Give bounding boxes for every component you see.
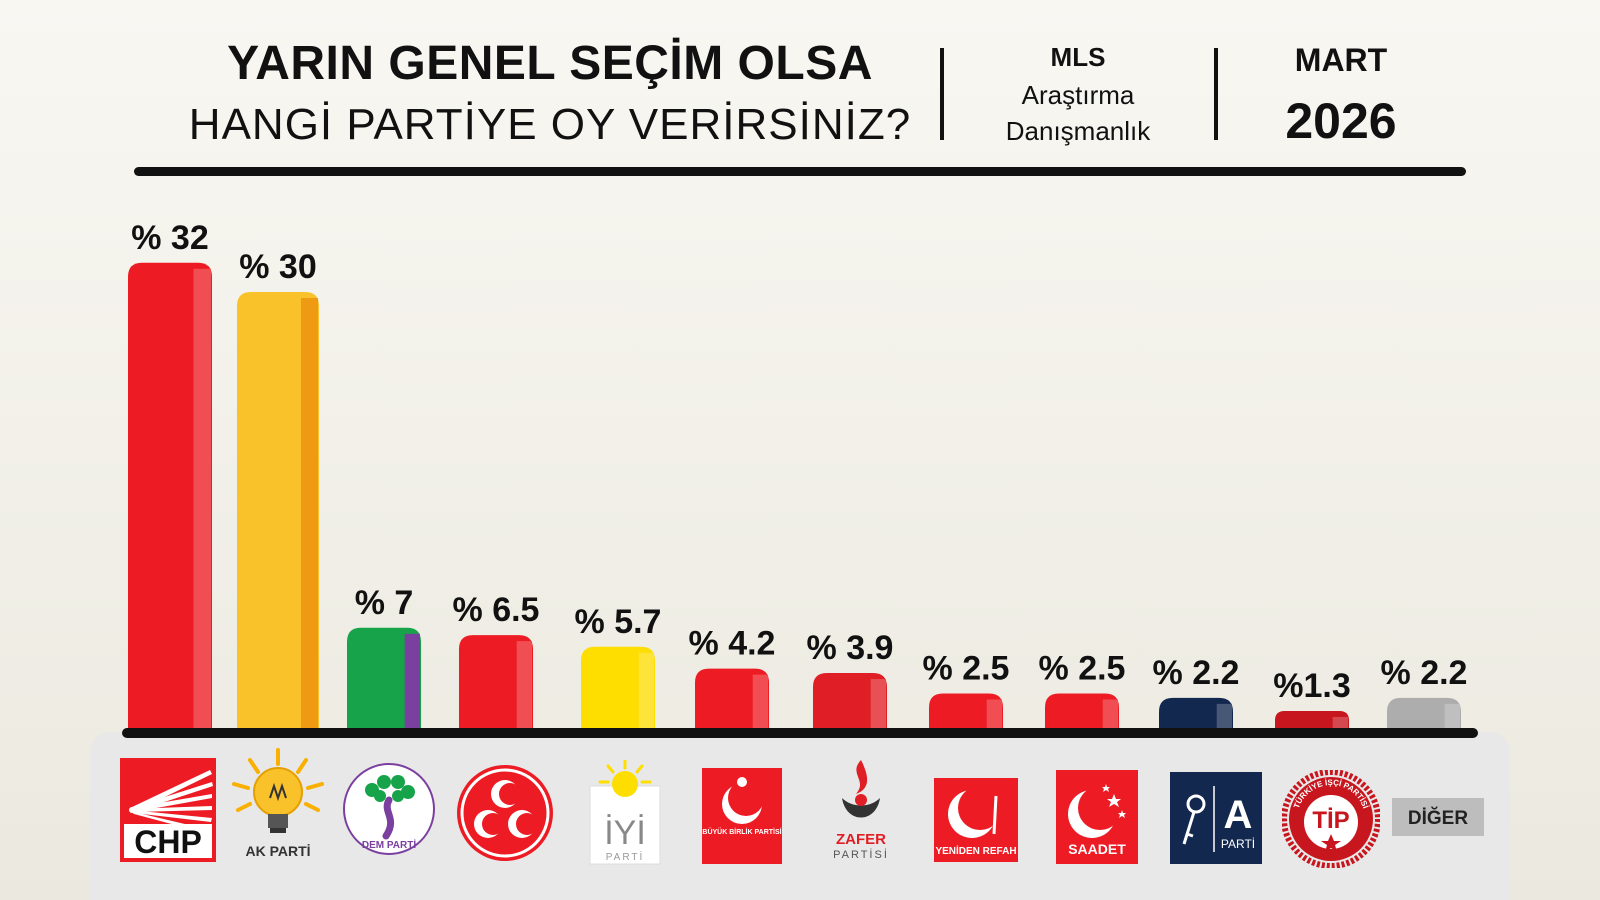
value-label-ti-p: %1.3: [1273, 667, 1351, 705]
value-label-chp: % 32: [131, 219, 209, 257]
bar-ak-parti: [237, 292, 319, 730]
header-divider: [940, 48, 944, 140]
poll-month: MART: [1294, 42, 1388, 78]
value-label-i-yi-parti: % 5.7: [575, 603, 662, 641]
value-label-di-ğer: % 2.2: [1381, 654, 1468, 692]
value-label-mhp: % 6.5: [453, 591, 540, 629]
a-parti-logo-letter: A: [1224, 793, 1253, 837]
iyi-parti-logo-text: İYİ: [604, 814, 646, 852]
mhp-logo: [457, 765, 553, 861]
pollster-line-2: Danışmanlık: [1005, 116, 1151, 146]
ak-parti-logo: AK PARTİ: [232, 748, 324, 859]
bar-shade-yeni-den-refah: [986, 699, 1002, 730]
chart-subtitle: HANGİ PARTİYE OY VERİRSİNİZ?: [188, 100, 912, 149]
bar-a-parti: [1159, 697, 1233, 730]
bar-shade-ak-parti: [300, 298, 318, 730]
pollster-line-1: Araştırma: [1021, 80, 1135, 110]
yeniden-refah-logo: YENİDEN REFAH: [934, 778, 1018, 862]
bar-shade-di-ğer: [1444, 703, 1460, 730]
chart-baseline: [122, 728, 1478, 738]
bar-shade-chp: [193, 268, 211, 730]
value-label-yeni-den-refah: % 2.5: [923, 650, 1010, 688]
bar-büyük-bi-rli-k-parti-si: [695, 668, 769, 730]
value-label-büyük-bi-rli-k-parti-si: % 4.2: [689, 625, 776, 663]
bbp-logo: BÜYÜK BİRLİK PARTİSİ: [702, 768, 782, 864]
zafer-partisi-logo-text: ZAFER: [836, 831, 886, 848]
bar-ti-p: [1275, 711, 1349, 730]
pollster-name: MLS: [1050, 42, 1106, 72]
iyi-parti-logo-subtext: PARTİ: [606, 850, 645, 863]
bar-yeni-den-refah: [929, 693, 1003, 730]
bar-shade-mhp: [516, 641, 532, 730]
bar-shade-i-yi-parti: [638, 652, 654, 730]
poll-year: 2026: [1285, 93, 1397, 149]
value-label-dem-parti: % 7: [355, 584, 414, 622]
bar-shade-büyük-bi-rli-k-parti-si: [752, 674, 768, 730]
bar-shade-a-parti: [1216, 703, 1232, 730]
a-parti-logo: A PARTİ: [1170, 772, 1262, 864]
tip-logo-text: TİP: [1312, 807, 1349, 834]
diger-badge: DİĞER: [1392, 798, 1484, 836]
bar-saadet: [1045, 693, 1119, 730]
header-divider: [1214, 48, 1218, 140]
bbp-logo-text: BÜYÜK BİRLİK PARTİSİ: [702, 827, 781, 836]
chp-logo-text: CHP: [134, 824, 202, 860]
bar-chp: [128, 262, 212, 730]
value-label-saadet: % 2.5: [1039, 650, 1126, 688]
header-rule: [134, 167, 1466, 176]
logo-panel: [90, 732, 1510, 900]
yeniden-refah-logo-text: YENİDEN REFAH: [935, 844, 1016, 857]
dem-parti-logo-text: DEM PARTİ: [362, 838, 416, 851]
value-label-a-parti: % 2.2: [1153, 654, 1240, 692]
chp-logo: CHP: [120, 758, 216, 862]
bar-di-ğer: [1387, 697, 1461, 730]
saadet-logo-text: SAADET: [1068, 841, 1126, 857]
diger-badge-text: DİĞER: [1408, 807, 1468, 829]
dem-parti-logo: DEM PARTİ: [343, 763, 435, 855]
value-label-zafer-parti-si: % 3.9: [807, 629, 894, 667]
value-label-ak-parti: % 30: [239, 248, 317, 286]
bar-shade-zafer-parti-si: [870, 679, 886, 730]
bar-zafer-parti-si: [813, 673, 887, 730]
chart-title: YARIN GENEL SEÇİM OLSA: [227, 37, 873, 90]
bar-mhp: [459, 635, 533, 730]
bar-shade-saadet: [1102, 699, 1118, 730]
header: YARIN GENEL SEÇİM OLSA HANGİ PARTİYE OY …: [0, 0, 1600, 176]
zafer-partisi-logo-subtext: PARTİSİ: [833, 848, 889, 861]
bar-shade-ti-p: [1332, 717, 1348, 730]
tip-logo: TÜRKİYE İŞÇİ PARTİSİ TİP: [1282, 770, 1380, 868]
ak-parti-logo-text: AK PARTİ: [245, 843, 310, 859]
bar-i-yi-parti: [581, 646, 655, 730]
bar-shade-dem-parti: [404, 633, 420, 730]
zafer-partisi-logo: ZAFER PARTİSİ: [833, 760, 889, 861]
bar-dem-parti: [347, 627, 421, 730]
iyi-parti-logo: İYİ PARTİ: [589, 760, 661, 865]
saadet-logo: SAADET: [1056, 770, 1138, 864]
a-parti-logo-text: PARTİ: [1221, 837, 1255, 851]
